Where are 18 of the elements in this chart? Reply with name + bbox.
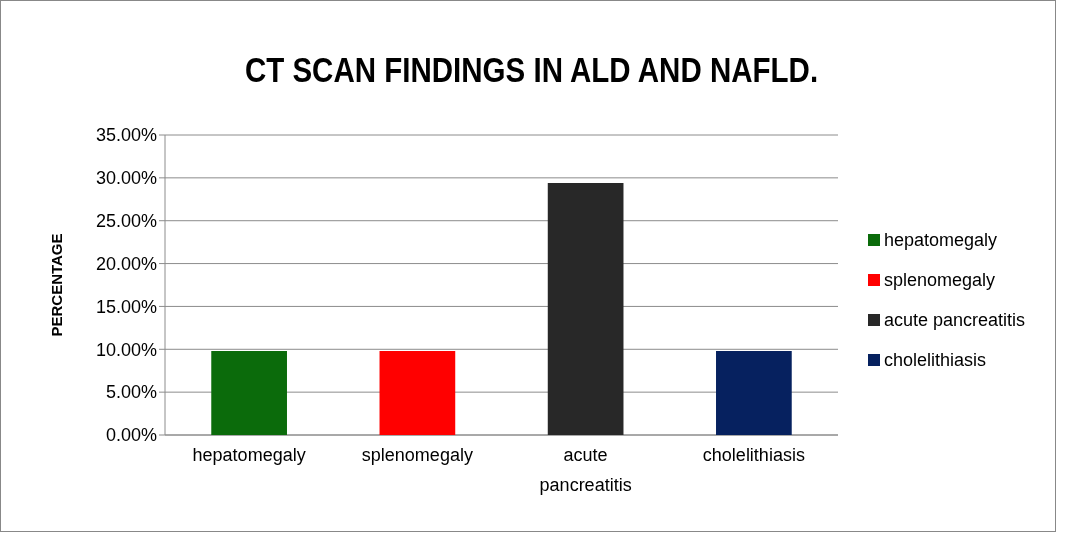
y-tick-label: 35.00% xyxy=(95,125,157,146)
y-axis-title: PERCENTAGE xyxy=(48,233,65,337)
y-tick-label: 25.00% xyxy=(95,211,157,232)
legend-label: acute pancreatitis xyxy=(884,310,1026,331)
legend-label: hepatomegaly xyxy=(884,230,998,251)
y-tick-label: 30.00% xyxy=(95,168,157,189)
x-tick-label: hepatomegaly xyxy=(192,445,306,465)
y-tick-label: 20.00% xyxy=(95,253,157,274)
y-tick-label: 10.00% xyxy=(95,339,157,360)
x-tick-label: cholelithiasis xyxy=(702,445,805,465)
x-tick-label: acute pancreatitis xyxy=(539,445,632,495)
y-tick-label: 15.00% xyxy=(95,296,157,317)
legend-label: cholelithiasis xyxy=(884,350,987,371)
x-tick-label: splenomegaly xyxy=(361,445,473,465)
chart-title: CT SCAN FINDINGS IN ALD AND NAFLD. xyxy=(244,49,819,90)
y-tick-label: 5.00% xyxy=(105,382,157,403)
y-tick-label: 0.00% xyxy=(105,425,157,446)
legend-label: splenomegaly xyxy=(884,270,996,291)
